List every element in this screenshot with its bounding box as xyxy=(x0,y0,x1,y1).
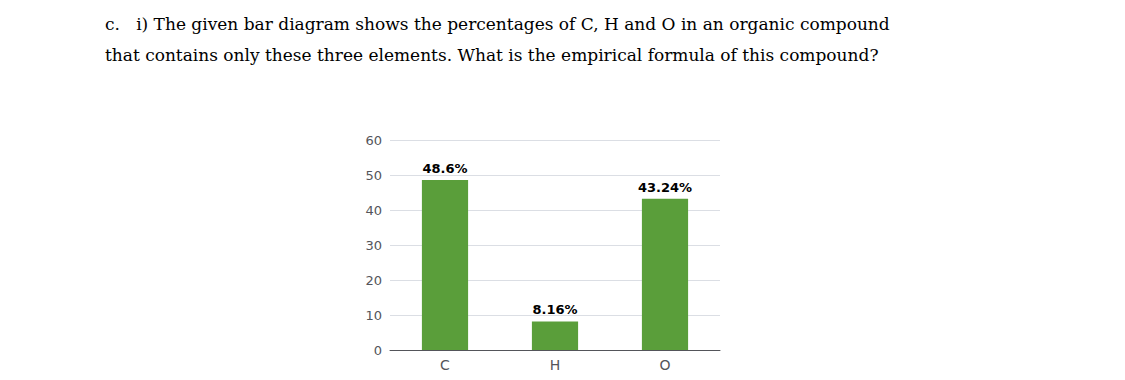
svg-text:30: 30 xyxy=(365,238,382,253)
svg-text:40: 40 xyxy=(365,203,382,218)
svg-text:c. i) The given bar diagram: c. i) The given bar diagram shows the pe… xyxy=(105,14,890,34)
svg-text:0: 0 xyxy=(374,343,382,358)
svg-text:20: 20 xyxy=(365,273,382,288)
svg-text:C: C xyxy=(440,357,450,373)
svg-text:10: 10 xyxy=(365,308,382,323)
svg-text:H: H xyxy=(550,357,561,373)
svg-text:50: 50 xyxy=(365,168,382,183)
svg-text:that contains only these three: that contains only these three elements.… xyxy=(105,45,879,65)
svg-text:O: O xyxy=(659,357,670,373)
svg-text:43.24%: 43.24% xyxy=(638,180,692,195)
svg-text:60: 60 xyxy=(365,133,382,148)
svg-text:8.16%: 8.16% xyxy=(532,302,577,317)
svg-text:48.6%: 48.6% xyxy=(422,161,467,176)
